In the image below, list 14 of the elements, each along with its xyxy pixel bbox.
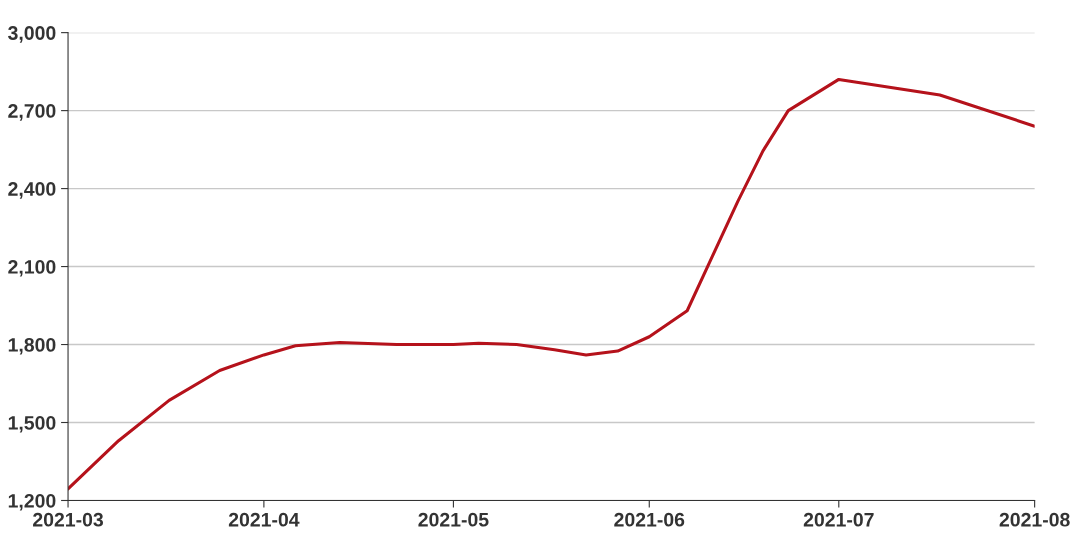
- x-tick-label: 2021-05: [418, 512, 489, 527]
- y-tick-label: 3,000: [8, 26, 56, 43]
- y-tick-label: 1,500: [8, 415, 56, 433]
- y-tick-label: 2,400: [8, 182, 56, 199]
- y-tick-label: 2,100: [8, 260, 56, 277]
- y-tick-label: 1,800: [8, 338, 56, 355]
- line-series: [68, 77, 1035, 491]
- x-tick-label: 2021-07: [803, 512, 874, 527]
- x-tick-label: 2021-08: [999, 512, 1070, 527]
- x-tick-label: 2021-04: [228, 512, 300, 527]
- x-tick-label: 2021-06: [614, 512, 685, 527]
- y-tick-label: 1,200: [8, 493, 56, 511]
- x-tick-label: 2021-03: [33, 512, 104, 527]
- y-tick-label: 2,700: [8, 104, 56, 121]
